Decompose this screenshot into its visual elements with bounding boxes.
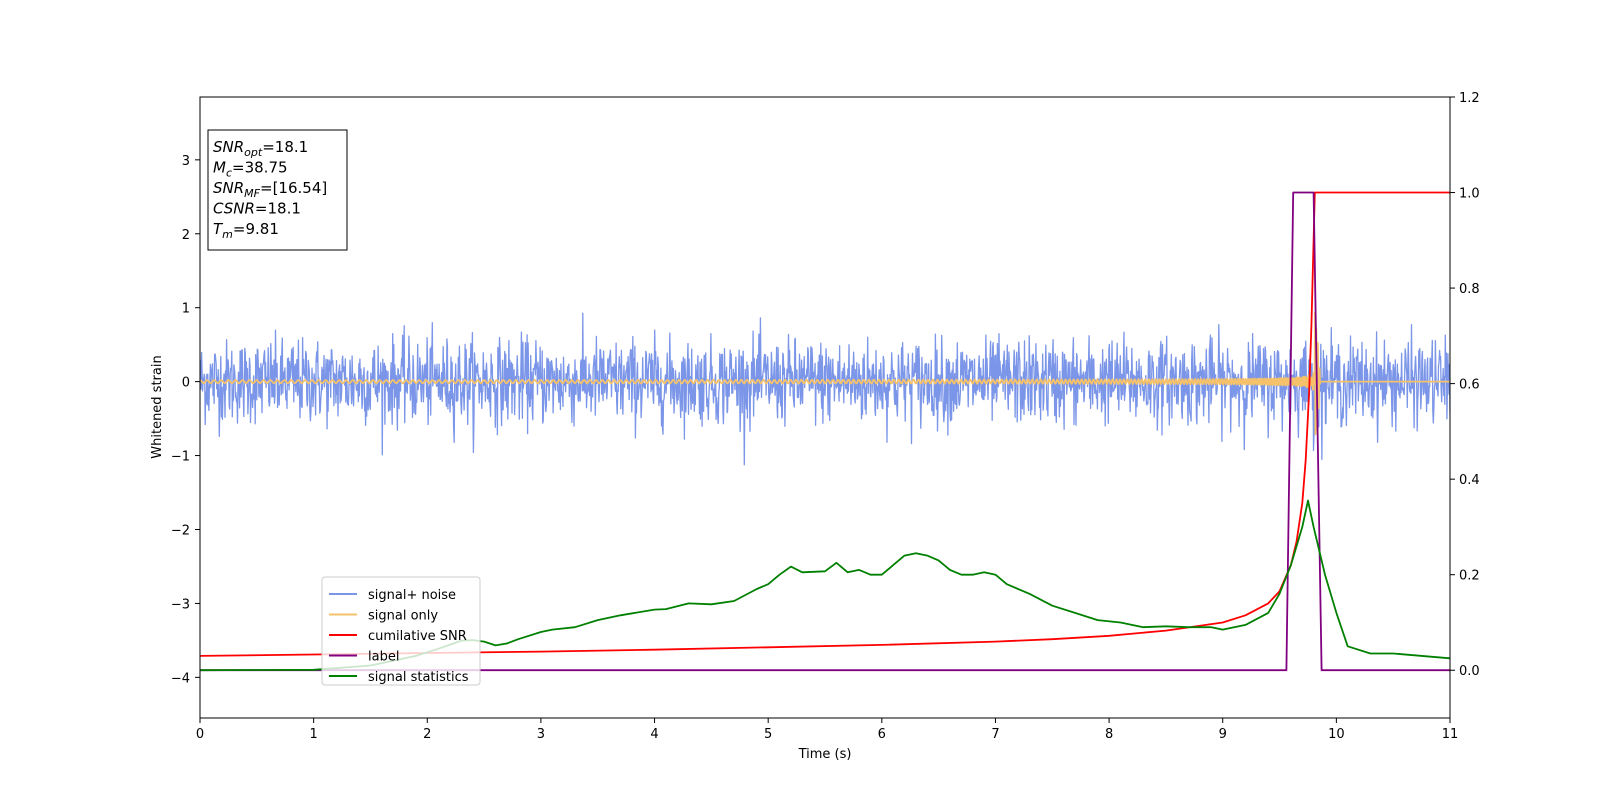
- legend-label: signal statistics: [368, 670, 469, 685]
- left-y-tick-label: 3: [182, 154, 190, 169]
- x-tick-label: 10: [1328, 727, 1345, 742]
- right-y-tick-label: 1.2: [1459, 91, 1480, 106]
- legend: signal+ noise signal only cumilative SNR la…: [321, 576, 481, 686]
- legend-frame: [321, 576, 481, 686]
- series-label-line: [200, 191, 1450, 672]
- annotation-line: SNRopt=18.1: [213, 138, 308, 159]
- series-signal-noise-line: [200, 312, 1450, 466]
- left-y-axis: −4 −3 −2 −1 0 1 2 3: [171, 154, 200, 686]
- legend-label: label: [368, 650, 399, 665]
- x-axis: 0 1 2 3 4 5 6 7 8 9 10 11: [196, 718, 1458, 742]
- x-tick-label: 7: [991, 727, 999, 742]
- x-tick-label: 9: [1219, 727, 1227, 742]
- annotation-line: Tm=9.81: [213, 220, 279, 241]
- right-y-tick-label: 0.0: [1459, 664, 1480, 679]
- left-y-tick-label: −2: [171, 523, 190, 538]
- series-signal-only-line: [200, 311, 1450, 436]
- x-tick-label: 3: [537, 727, 545, 742]
- x-tick-label: 4: [650, 727, 658, 742]
- annotation-box: SNRopt=18.1Mc=38.75SNRMF=[16.54]CSNR=18.…: [207, 129, 348, 251]
- left-y-tick-label: 1: [182, 302, 190, 317]
- right-y-tick-label: 0.4: [1459, 473, 1480, 488]
- x-tick-label: 0: [196, 727, 204, 742]
- left-y-tick-label: −1: [171, 450, 190, 465]
- left-y-tick-label: −4: [171, 671, 190, 686]
- y-axis-label: Whitened strain: [150, 355, 165, 458]
- legend-label: signal+ noise: [368, 588, 456, 603]
- left-y-tick-label: 2: [182, 228, 190, 243]
- legend-label: signal only: [368, 609, 438, 624]
- x-tick-label: 2: [423, 727, 431, 742]
- legend-label: cumilative SNR: [368, 629, 467, 644]
- annotation-line: SNRMF=[16.54]: [213, 179, 327, 200]
- right-y-axis: 0.0 0.2 0.4 0.6 0.8 1.0 1.2: [1450, 91, 1480, 679]
- x-tick-label: 11: [1442, 727, 1459, 742]
- plot-area: [200, 191, 1450, 672]
- annotation-line: Mc=38.75: [213, 159, 288, 180]
- right-y-tick-label: 1.0: [1459, 187, 1480, 202]
- series-signal-statistics-line: [200, 499, 1450, 672]
- left-y-tick-label: 0: [182, 376, 190, 391]
- x-tick-label: 8: [1105, 727, 1113, 742]
- annotation-line: CSNR=18.1: [213, 200, 301, 218]
- plot-frame: [199, 96, 1451, 719]
- left-y-tick-label: −3: [171, 597, 190, 612]
- x-tick-label: 5: [764, 727, 772, 742]
- series-cumilative-snr-line: [200, 191, 1450, 657]
- annotation-frame: [207, 129, 348, 251]
- right-y-tick-label: 0.6: [1459, 378, 1480, 393]
- right-y-tick-label: 0.2: [1459, 569, 1480, 584]
- x-tick-label: 6: [878, 727, 886, 742]
- x-axis-label: Time (s): [798, 747, 852, 762]
- x-tick-label: 1: [309, 727, 317, 742]
- right-y-tick-label: 0.8: [1459, 282, 1480, 297]
